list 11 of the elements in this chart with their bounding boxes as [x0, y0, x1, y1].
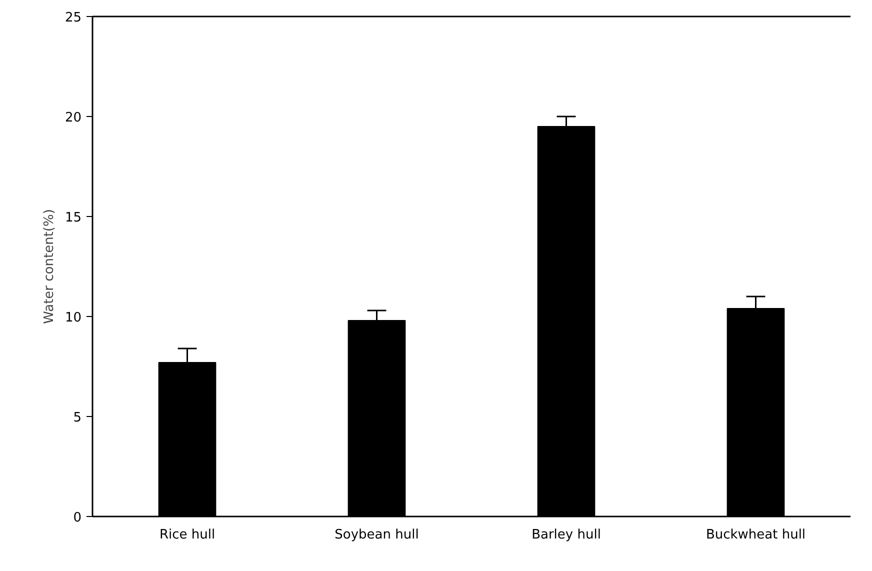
x-tick-label: Barley hull [532, 528, 601, 542]
y-axis-title: Water content(%) [42, 209, 57, 324]
y-tick-label: 10 [64, 310, 82, 326]
y-tick-label: 20 [64, 110, 82, 126]
y-tick-label: 15 [64, 210, 82, 226]
x-tick-label: Rice hull [159, 528, 216, 542]
y-tick-label: 0 [73, 510, 82, 526]
x-tick-label: Buckwheat hull [706, 528, 806, 542]
x-tick-label: Soybean hull [334, 528, 419, 542]
y-tick-label: 25 [64, 10, 82, 26]
y-tick-label: 5 [73, 410, 82, 426]
